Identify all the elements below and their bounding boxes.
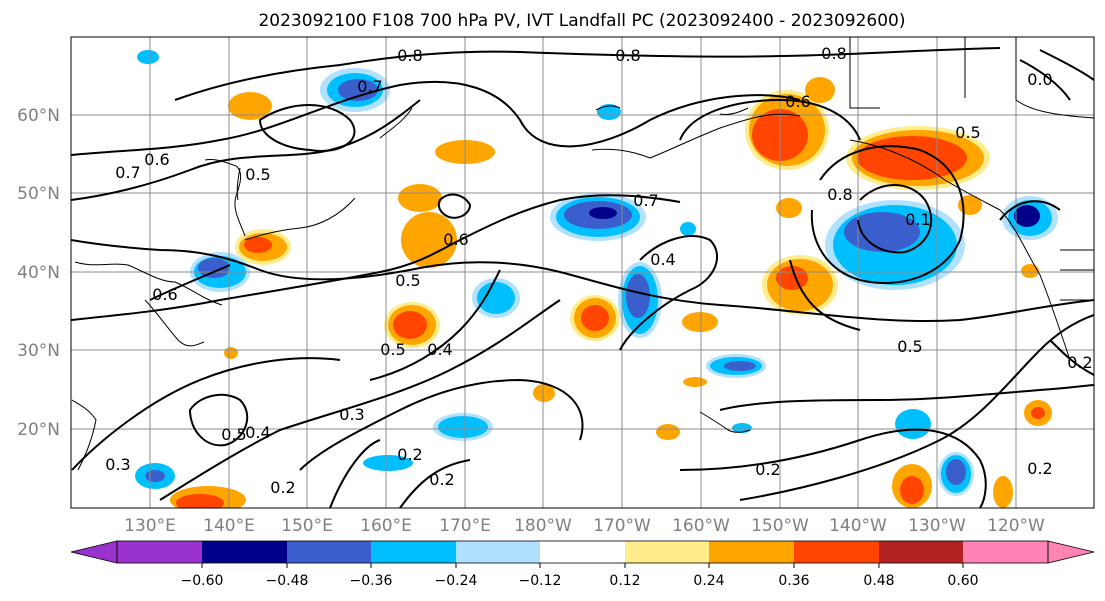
- lon-label: 160°E: [360, 516, 412, 536]
- lon-label: 180°W: [514, 516, 572, 536]
- positive-anomaly-shading: [170, 77, 1052, 508]
- contour-label: 0.3: [339, 405, 364, 424]
- contour-label: 0.0: [1027, 70, 1052, 89]
- contour-label: 0.8: [821, 44, 846, 63]
- lon-label: 170°W: [593, 516, 651, 536]
- colorbar-tick-label: 0.60: [947, 573, 978, 589]
- colorbar-segment: [117, 541, 202, 563]
- colorbar-tick-label: −0.36: [350, 573, 393, 589]
- contour-label: 0.4: [245, 423, 270, 442]
- colorbar-segment: [371, 541, 456, 563]
- map-panel: 0.8 0.8 0.8 0.7 0.6 0.5 0.5 0.7 0.6 0.6 …: [71, 37, 1094, 508]
- contour-label: 0.5: [955, 123, 980, 142]
- latitude-labels: 60°N 50°N 40°N 30°N 20°N: [17, 106, 60, 440]
- contour-label: 0.5: [897, 337, 922, 356]
- contour-label: 0.3: [105, 455, 130, 474]
- contour-label: 0.4: [650, 250, 675, 269]
- colorbar-tick-label: 0.48: [863, 573, 894, 589]
- contour-label: 0.6: [144, 150, 169, 169]
- contour-label: 0.6: [152, 285, 177, 304]
- lat-label: 20°N: [17, 420, 60, 440]
- colorbar-tick-label: −0.24: [435, 573, 478, 589]
- contour-label: 0.7: [633, 191, 658, 210]
- longitude-labels: 130°E 140°E 150°E 160°E 170°E 180°W 170°…: [124, 516, 1045, 536]
- contour-label: 0.2: [397, 445, 422, 464]
- contour-label: 0.2: [755, 460, 780, 479]
- contour-label: 0.7: [357, 77, 382, 96]
- colorbar-tick-label: 0.12: [609, 573, 640, 589]
- lat-label: 50°N: [17, 184, 60, 204]
- contour-label: 0.4: [427, 340, 452, 359]
- contour-label: 0.5: [245, 165, 270, 184]
- lat-label: 60°N: [17, 106, 60, 126]
- contour-label: 0.8: [397, 46, 422, 65]
- contour-label: 0.5: [395, 271, 420, 290]
- colorbar-segment: [794, 541, 879, 563]
- contour-label: 0.2: [429, 470, 454, 489]
- contour-label: 0.2: [270, 478, 295, 497]
- colorbar-segment: [202, 541, 287, 563]
- lon-label: 150°E: [281, 516, 333, 536]
- colorbar-segment: [963, 541, 1048, 563]
- lon-label: 160°W: [672, 516, 730, 536]
- contour-label: 0.6: [785, 92, 810, 111]
- contour-labels: 0.8 0.8 0.8 0.7 0.6 0.5 0.5 0.7 0.6 0.6 …: [105, 44, 1092, 497]
- colorbar-segment: [540, 541, 625, 563]
- lat-label: 40°N: [17, 263, 60, 283]
- colorbar-segment: [709, 541, 794, 563]
- lon-label: 130°W: [908, 516, 966, 536]
- colorbar-tick-label: 0.36: [778, 573, 809, 589]
- colorbar-segment: [879, 541, 963, 563]
- colorbar-tick-label: −0.48: [266, 573, 309, 589]
- lon-label: 140°W: [829, 516, 887, 536]
- lon-label: 170°E: [439, 516, 491, 536]
- colorbar-tick-label: −0.60: [181, 573, 224, 589]
- contour-label: 0.6: [443, 230, 468, 249]
- contour-label: 0.8: [615, 46, 640, 65]
- contour-label: 0.5: [380, 340, 405, 359]
- map-frame: [70, 36, 1095, 509]
- coastlines: [71, 37, 1094, 471]
- map-title: 2023092100 F108 700 hPa PV, IVT Landfall…: [258, 11, 905, 31]
- contour-label: 0.2: [1067, 353, 1092, 372]
- contour-label: 0.5: [221, 425, 246, 444]
- lon-label: 120°W: [987, 516, 1045, 536]
- contour-label: 0.2: [1027, 459, 1052, 478]
- lon-label: 130°E: [124, 516, 176, 536]
- contour-label: 0.7: [115, 163, 140, 182]
- colorbar-tick-label: −0.12: [519, 573, 562, 589]
- pv-contours: [71, 47, 1094, 508]
- lat-label: 30°N: [17, 341, 60, 361]
- colorbar-extend-low: [70, 540, 118, 564]
- colorbar: −0.60 −0.48 −0.36 −0.24 −0.12 0.12 0.24 …: [70, 540, 1095, 589]
- colorbar-segment: [625, 541, 709, 563]
- lon-label: 140°E: [203, 516, 255, 536]
- colorbar-segment: [456, 541, 540, 563]
- contour-label: 0.8: [827, 185, 852, 204]
- lon-label: 150°W: [751, 516, 809, 536]
- colorbar-segment: [287, 541, 371, 563]
- contour-label: 0.1: [905, 210, 930, 229]
- colorbar-extend-high: [1047, 540, 1095, 564]
- colorbar-tick-label: 0.24: [693, 573, 724, 589]
